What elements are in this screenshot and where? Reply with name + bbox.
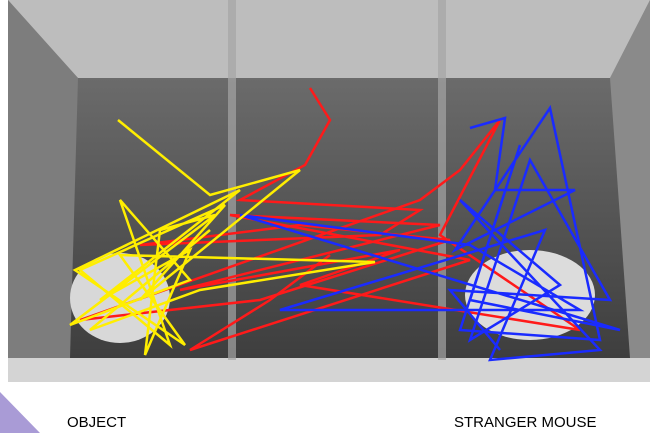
back-wall (8, 0, 650, 78)
scene (0, 0, 650, 433)
divider (228, 0, 236, 360)
front-edge (8, 358, 650, 382)
corner-decoration (0, 392, 40, 433)
stranger-label: STRANGER MOUSE (454, 414, 597, 431)
object-label: OBJECT (67, 414, 126, 431)
page: OBJECT STRANGER MOUSE (() => { const dat… (0, 0, 650, 433)
